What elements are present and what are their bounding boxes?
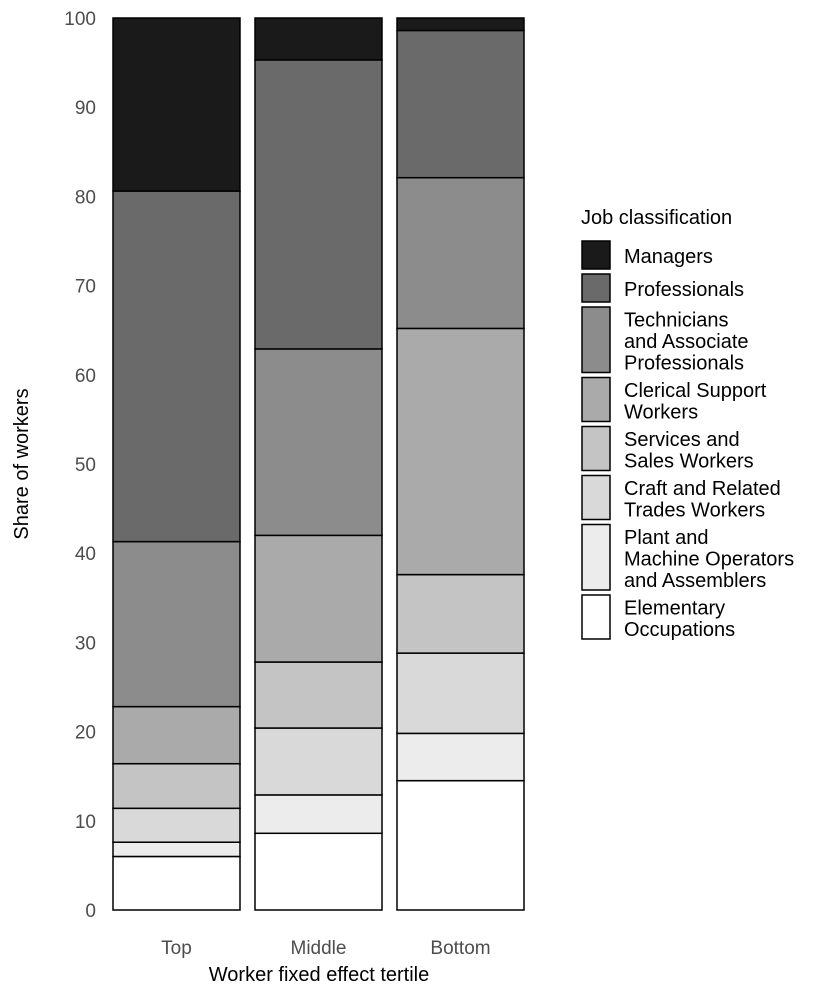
bar-segment (254, 17, 383, 61)
bar-segment (396, 573, 525, 654)
y-tick-label: 10 (75, 812, 96, 833)
bar-segment (254, 727, 383, 796)
y-tick-label: 30 (75, 633, 96, 654)
bar-segment (396, 779, 525, 911)
legend-label: Professionals (624, 279, 744, 301)
legend-label: Sales Workers (624, 450, 754, 472)
y-tick-label: 60 (75, 366, 96, 387)
x-tick-label: Top (161, 938, 192, 959)
legend-label: Elementary (624, 597, 725, 619)
x-tick-label: Bottom (430, 938, 490, 959)
y-tick-label: 50 (75, 455, 96, 476)
x-axis-title: Worker fixed effect tertile (209, 964, 429, 986)
legend-swatch (581, 474, 611, 521)
y-tick-label: 0 (85, 901, 96, 922)
legend-swatch (581, 240, 611, 270)
legend-label: Machine Operators (624, 548, 794, 570)
y-tick-label: 40 (75, 544, 96, 565)
bar-segment (396, 732, 525, 782)
y-tick-label: 70 (75, 277, 96, 298)
legend-swatch (581, 306, 611, 374)
legend-label: and Associate (624, 331, 749, 353)
legend-title: Job classification (581, 207, 732, 229)
legend-label: Trades Workers (624, 499, 765, 521)
legend-label: Craft and Related (624, 478, 781, 500)
legend-swatch (581, 523, 611, 591)
bar-segment (254, 661, 383, 729)
y-tick-label: 80 (75, 187, 96, 208)
legend-label: and Assemblers (624, 570, 766, 592)
y-axis-ticks: 0 10 20 30 40 50 60 70 80 90 100 (64, 9, 96, 922)
legend-label: Professionals (624, 352, 744, 374)
bar-segment (112, 841, 241, 858)
bar-segment (396, 327, 525, 576)
bar-segment (254, 794, 383, 835)
legend-swatch (581, 273, 611, 303)
bar-segment (112, 705, 241, 765)
bar-segment (112, 855, 241, 911)
bar-segment (112, 190, 241, 543)
bar-segment (112, 807, 241, 843)
bar-segment (396, 29, 525, 179)
bar-segment (254, 534, 383, 663)
legend-swatch (581, 425, 611, 472)
legend-label: Managers (624, 246, 713, 268)
legend-swatch (581, 594, 611, 640)
legend-swatch (581, 376, 611, 423)
y-tick-label: 20 (75, 723, 96, 744)
bar-segment (112, 762, 241, 810)
x-tick-label: Middle (291, 938, 347, 959)
x-axis-ticks: Top Middle Bottom (161, 938, 490, 959)
y-axis-title: Share of workers (11, 388, 33, 539)
legend-label: Clerical Support (624, 380, 767, 402)
legend-label: Technicians (624, 309, 729, 331)
bars (112, 17, 525, 911)
bar-segment (112, 17, 241, 192)
bar-segment (254, 59, 383, 350)
bar-segment (112, 540, 241, 708)
bar-segment (396, 652, 525, 735)
legend-label: Workers (624, 401, 698, 423)
legend-label: Plant and (624, 527, 709, 549)
bar-segment (396, 176, 525, 330)
bar-segment (254, 348, 383, 537)
legend: Job classification Managers Professionals… (581, 207, 794, 641)
y-tick-label: 100 (64, 9, 96, 30)
bar-segment (254, 832, 383, 911)
legend-label: Occupations (624, 619, 735, 641)
y-tick-label: 90 (75, 98, 96, 119)
bar-segment (396, 17, 525, 32)
legend-label: Services and (624, 429, 740, 451)
